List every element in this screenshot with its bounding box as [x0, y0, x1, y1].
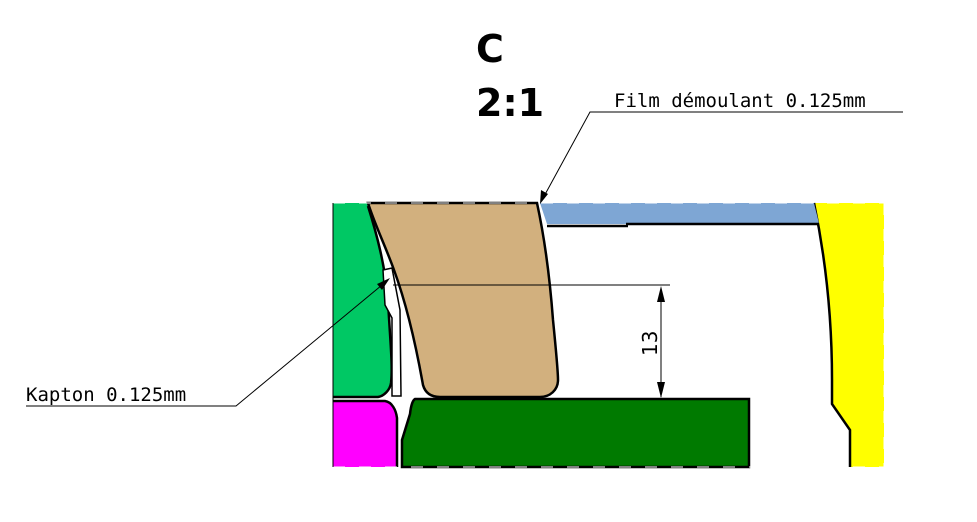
- kapton-sheet: [382, 267, 402, 397]
- film-leader-arrow: [540, 190, 548, 204]
- view-scale: 2:1: [476, 81, 544, 125]
- kapton-label: Kapton 0.125mm: [26, 384, 186, 406]
- magenta-part-edge: [333, 399, 399, 467]
- dimension-arrow-top: [657, 286, 665, 302]
- film-leader-line: [541, 111, 903, 201]
- dimension-arrow-bottom: [657, 382, 665, 398]
- green-part: [333, 203, 392, 397]
- dark-green-part: [400, 397, 751, 469]
- green-part-edge: [333, 205, 393, 399]
- tan-part: [366, 201, 560, 399]
- magenta-part: [333, 401, 397, 467]
- yellow-part: [814, 203, 884, 467]
- film-label: Film démoulant 0.125mm: [614, 90, 866, 112]
- blue-part: [540, 203, 819, 224]
- blue-part-edge: [547, 222, 819, 228]
- kapton-leader-line: [26, 279, 389, 407]
- dimension-value: 13: [638, 331, 662, 356]
- yellow-part-edge: [812, 202, 852, 467]
- kapton-leader-arrow: [377, 278, 390, 290]
- view-letter: C: [476, 27, 504, 71]
